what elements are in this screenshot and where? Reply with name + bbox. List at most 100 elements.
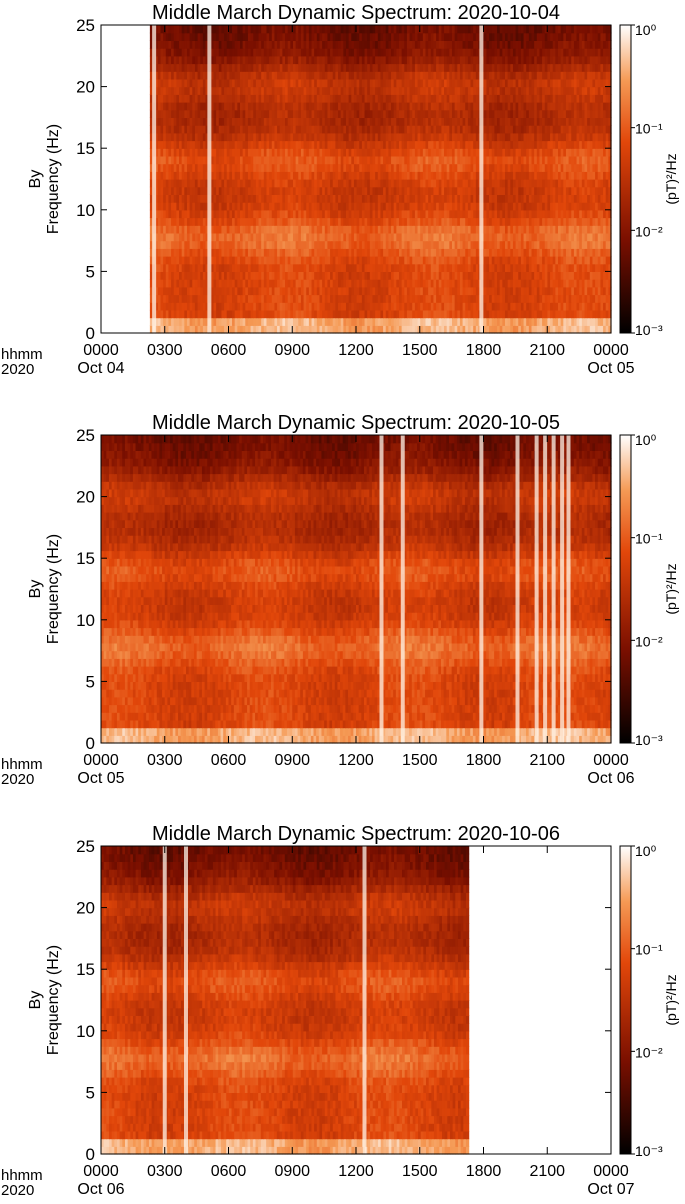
heatmap-cell [253,309,257,319]
heatmap-cell [512,317,517,326]
heatmap-cell [200,309,204,319]
heatmap-cell [502,309,506,319]
heatmap-cell [449,294,453,303]
heatmap-cell [245,317,249,326]
heatmap-cell [261,294,265,303]
heatmap-cell [234,286,238,296]
heatmap-cell [375,294,379,303]
heatmap-cell [221,325,225,334]
heatmap-cell [420,309,424,319]
heatmap-cell [247,286,252,296]
heatmap-cell [171,294,175,303]
heatmap-cell [396,286,400,296]
heatmap-cell [465,317,469,326]
heatmap-cell [316,325,321,334]
heatmap-cell [367,302,371,311]
heatmap-cell [210,325,215,334]
heatmap-cell [605,325,609,334]
heatmap-cell [542,302,546,311]
heatmap-cell [197,294,201,303]
heatmap-cell [555,294,559,303]
heatmap-cell [232,294,236,303]
heatmap-cell [359,325,363,334]
heatmap-cell [475,302,480,311]
heatmap-cell [603,309,607,319]
heatmap-cell [470,294,474,303]
heatmap-cell [168,302,172,311]
heatmap-cell [441,302,445,311]
heatmap-cell [473,325,477,334]
heatmap-cell [518,294,522,303]
heatmap-cell [216,302,220,311]
heatmap-cell [279,317,283,326]
heatmap [149,25,612,334]
heatmap-cell [300,325,305,334]
heatmap-cell [409,309,413,319]
heatmap-cell [319,302,323,311]
heatmap-cell [157,317,162,326]
heatmap-cell [536,309,541,319]
heatmap-cell [433,302,437,311]
heatmap-cell [348,309,352,319]
heatmap-cell [308,325,313,334]
heatmap-cell [414,302,419,311]
heatmap-cell [428,317,432,326]
heatmap-cell [584,325,588,334]
heatmap-cell [406,309,411,319]
heatmap-cell [499,309,503,319]
heatmap-cell [449,302,453,311]
heatmap-cell [308,302,313,311]
heatmap-cell [237,286,241,296]
heatmap-cell [385,302,389,311]
heatmap-cell [568,302,572,311]
heatmap-cell [247,317,252,326]
heatmap-cell [292,325,297,334]
heatmap-cell [250,302,254,311]
heatmap-cell [486,309,490,319]
heatmap-cell [282,286,286,296]
heatmap-cell [184,325,188,334]
heatmap-cell [250,294,254,303]
heatmap-cell [558,302,562,311]
heatmap-cell [539,309,543,319]
heatmap-cell [603,294,607,303]
heatmap-cell [266,317,270,326]
heatmap-cell [504,317,509,326]
heatmap-cell [489,325,493,334]
heatmap-cell [388,286,392,296]
heatmap-cell [345,325,350,334]
heatmap-cell [322,325,326,334]
heatmap-cell [372,309,376,319]
heatmap-cell [184,286,188,296]
heatmap-cell [391,302,395,311]
heatmap-cell [306,302,310,311]
heatmap-cell [290,294,294,303]
heatmap-cell [459,325,464,334]
heatmap-cell [324,286,329,296]
heatmap-cell [428,325,432,334]
heatmap-cell [581,309,586,319]
heatmap-cell [277,317,281,326]
heatmap-cell [507,317,511,326]
heatmap-cell [218,302,223,311]
heatmap-cell [327,317,331,326]
heatmap-cell [377,294,382,303]
heatmap-cell [226,317,230,326]
heatmap-cell [205,294,209,303]
heatmap-cell [444,309,448,319]
heatmap-cell [584,302,588,311]
heatmap-cell [364,286,368,296]
heatmap-cell [242,325,246,334]
heatmap-cell [518,302,522,311]
heatmap-cell [361,294,366,303]
heatmap-cell [343,294,347,303]
heatmap-cell [348,302,352,311]
heatmap-cell [263,317,268,326]
heatmap-cell [489,309,493,319]
heatmap-cell [592,302,596,311]
heatmap-cell [285,317,289,326]
heatmap-cell [306,325,310,334]
heatmap-cell [308,294,313,303]
heatmap-cell [245,294,249,303]
heatmap-cell [367,286,371,296]
